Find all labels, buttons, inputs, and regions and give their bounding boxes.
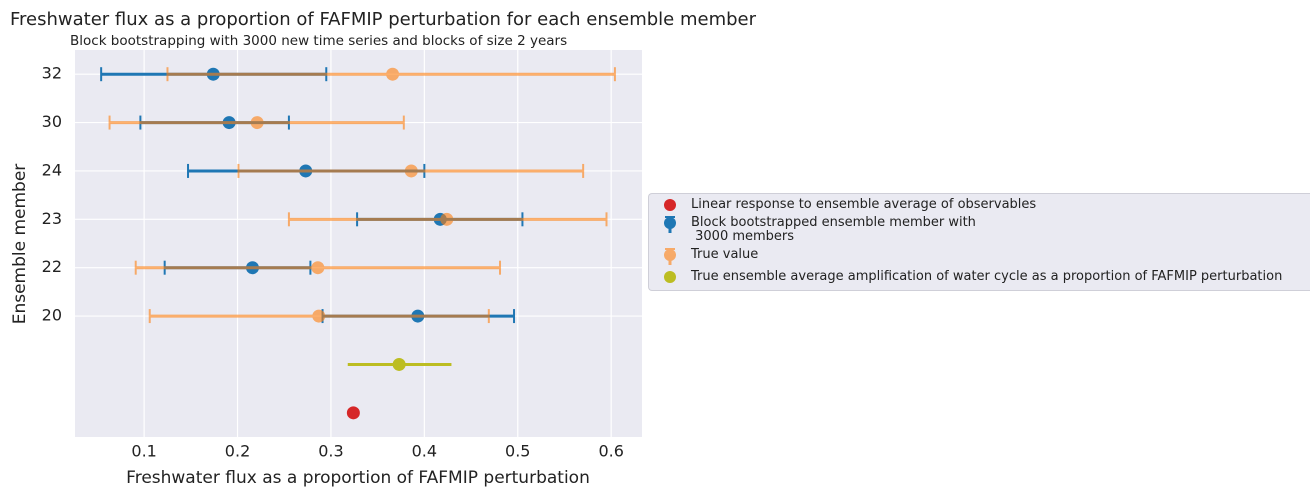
plot-area [75,50,642,437]
x-tick-label: 0.2 [225,442,250,461]
x-tick-label: 0.1 [131,442,156,461]
x-tick-label: 0.5 [505,442,530,461]
legend-entry: True value [661,248,1310,266]
y-tick-label: 32 [42,64,62,83]
legend-marker [664,271,676,283]
y-tick-label: 30 [42,112,62,131]
legend-dot [664,217,676,229]
y-tick-label: 23 [42,209,62,228]
y-tick-label: 22 [42,257,62,276]
legend-label: Block bootstrapped ensemble member with … [691,215,976,244]
point [312,309,326,323]
point [311,261,325,275]
legend-entry: Block bootstrapped ensemble member with … [661,216,1310,244]
point [440,212,454,226]
x-axis-label: Freshwater flux as a proportion of FAFMI… [126,468,590,488]
series [346,406,360,420]
series [347,357,452,371]
series [108,67,616,324]
chart-subtitle: Block bootstrapping with 3000 new time s… [70,33,567,49]
legend: Linear response to ensemble average of o… [648,193,1310,291]
legend-marker [664,248,676,265]
point [392,357,406,371]
legend-marker [664,216,676,233]
x-tick-label: 0.4 [412,442,437,461]
point [250,116,264,130]
legend-marker [664,199,676,211]
legend-label: True ensemble average amplification of w… [691,269,1283,284]
legend-dot [664,271,676,283]
chart-title: Freshwater flux as a proportion of FAFMI… [10,9,757,30]
legend-entry: True ensemble average amplification of w… [661,270,1310,284]
y-tick-label: 20 [42,306,62,325]
y-tick-label: 24 [42,160,62,179]
y-axis-label: Ensemble member [10,164,30,325]
point [386,67,400,81]
x-tick-label: 0.6 [598,442,623,461]
legend-dot [664,249,676,261]
x-tick-label: 0.3 [318,442,343,461]
legend-dot [664,199,676,211]
legend-label: Linear response to ensemble average of o… [691,197,1037,212]
legend-label: True value [691,247,759,262]
legend-entry: Linear response to ensemble average of o… [661,198,1310,212]
point [346,406,360,420]
point [404,164,418,178]
